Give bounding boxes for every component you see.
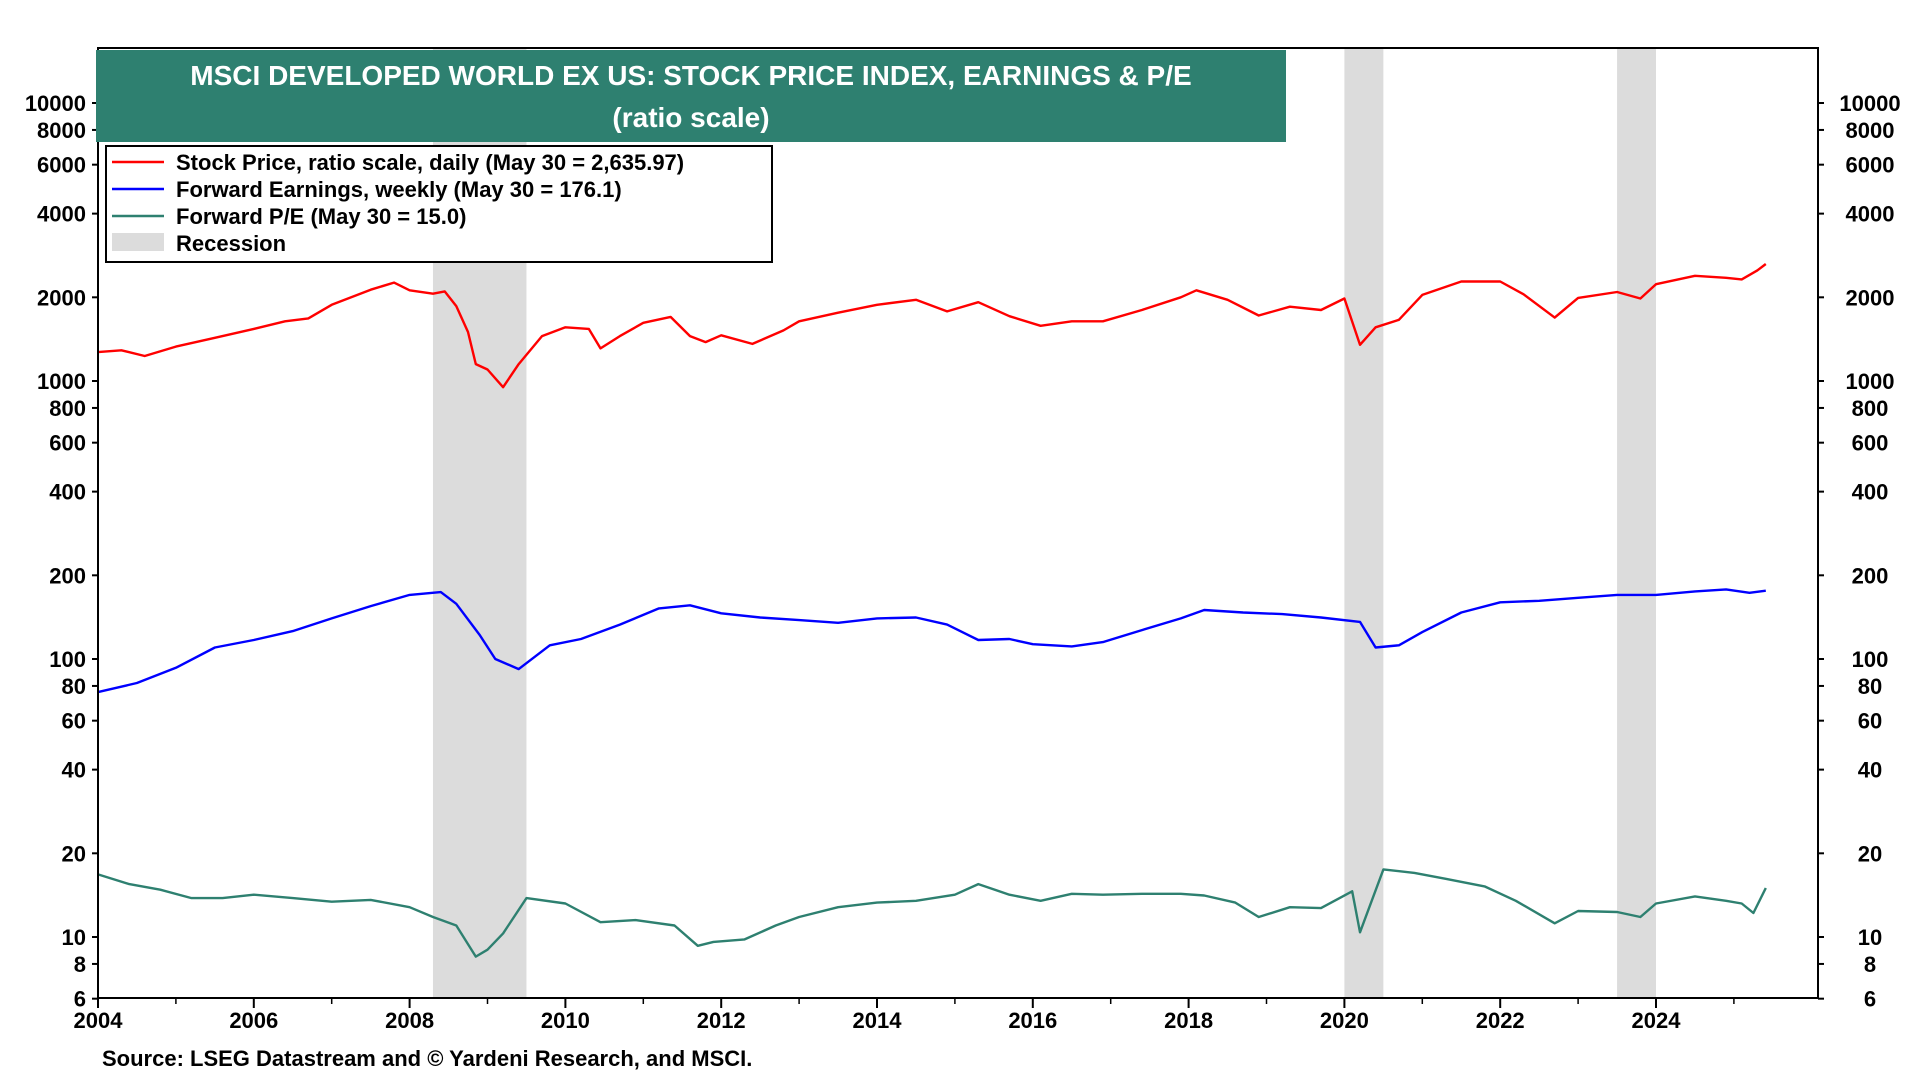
y-tick-label-left-9: 200 bbox=[49, 563, 86, 588]
y-tick-label-left-6: 800 bbox=[49, 396, 86, 421]
y-tick-label-right-15: 10 bbox=[1858, 925, 1882, 950]
y-tick-label-right-11: 80 bbox=[1858, 674, 1882, 699]
series-line-0 bbox=[97, 263, 1767, 389]
y-tick-label-left-4: 2000 bbox=[37, 285, 86, 310]
y-tick-label-left-10: 100 bbox=[49, 647, 86, 672]
y-tick-label-right-17: 6 bbox=[1864, 987, 1876, 1012]
y-tick-label-left-11: 80 bbox=[62, 674, 86, 699]
y-tick-label-left-12: 60 bbox=[62, 709, 86, 734]
legend-swatch-recession bbox=[112, 233, 164, 251]
y-tick-label-left-2: 6000 bbox=[37, 153, 86, 178]
y-tick-label-left-7: 600 bbox=[49, 431, 86, 456]
y-tick-label-right-13: 40 bbox=[1858, 758, 1882, 783]
recession-band-1 bbox=[1344, 48, 1384, 998]
legend-label-stock-price: Stock Price, ratio scale, daily (May 30 … bbox=[176, 150, 684, 175]
y-tick-label-right-1: 8000 bbox=[1846, 118, 1895, 143]
x-tick-label-10: 2024 bbox=[1632, 1008, 1682, 1033]
y-tick-label-right-8: 400 bbox=[1852, 480, 1889, 505]
legend-label-forward-pe: Forward P/E (May 30 = 15.0) bbox=[176, 204, 466, 229]
series-line-1 bbox=[97, 588, 1766, 694]
y-tick-label-left-15: 10 bbox=[62, 925, 86, 950]
x-tick-label-5: 2014 bbox=[853, 1008, 903, 1033]
y-tick-label-right-6: 800 bbox=[1852, 396, 1889, 421]
x-tick-label-1: 2006 bbox=[229, 1008, 278, 1033]
legend-label-forward-earnings: Forward Earnings, weekly (May 30 = 176.1… bbox=[176, 177, 622, 202]
y-tick-label-right-0: 10000 bbox=[1839, 91, 1900, 116]
y-tick-label-right-9: 200 bbox=[1852, 563, 1889, 588]
y-tick-label-right-12: 60 bbox=[1858, 709, 1882, 734]
x-tick-label-4: 2012 bbox=[697, 1008, 746, 1033]
x-tick-label-9: 2022 bbox=[1476, 1008, 1525, 1033]
x-tick-label-8: 2020 bbox=[1320, 1008, 1369, 1033]
y-tick-label-right-2: 6000 bbox=[1846, 153, 1895, 178]
source-note: Source: LSEG Datastream and © Yardeni Re… bbox=[102, 1046, 752, 1071]
y-tick-label-right-10: 100 bbox=[1852, 647, 1889, 672]
y-tick-label-left-14: 20 bbox=[62, 841, 86, 866]
y-tick-label-right-5: 1000 bbox=[1846, 369, 1895, 394]
series-lines bbox=[97, 263, 1767, 958]
chart-subtitle: (ratio scale) bbox=[612, 102, 769, 133]
legend-label-recession: Recession bbox=[176, 231, 286, 256]
y-tick-label-left-17: 6 bbox=[74, 987, 86, 1012]
title-box: MSCI DEVELOPED WORLD EX US: STOCK PRICE … bbox=[96, 50, 1286, 142]
x-tick-label-2: 2008 bbox=[385, 1008, 434, 1033]
legend: Stock Price, ratio scale, daily (May 30 … bbox=[105, 145, 773, 263]
y-tick-label-right-4: 2000 bbox=[1846, 285, 1895, 310]
x-tick-label-0: 2004 bbox=[74, 1008, 124, 1033]
y-tick-label-left-1: 8000 bbox=[37, 118, 86, 143]
axis-ticks: 2004 2006 2008 2010 2012 2014 2016 2018 2020 2022… bbox=[25, 91, 1901, 1033]
y-tick-label-left-3: 4000 bbox=[37, 202, 86, 227]
y-tick-label-left-5: 1000 bbox=[37, 369, 86, 394]
y-tick-label-left-8: 400 bbox=[49, 480, 86, 505]
y-tick-label-right-7: 600 bbox=[1852, 431, 1889, 456]
chart-title: MSCI DEVELOPED WORLD EX US: STOCK PRICE … bbox=[190, 60, 1191, 91]
y-tick-label-right-14: 20 bbox=[1858, 841, 1882, 866]
y-tick-label-right-3: 4000 bbox=[1846, 202, 1895, 227]
y-tick-label-left-16: 8 bbox=[74, 952, 86, 977]
recession-band-2 bbox=[1617, 48, 1656, 998]
y-tick-label-left-13: 40 bbox=[62, 758, 86, 783]
x-tick-label-3: 2010 bbox=[541, 1008, 590, 1033]
x-tick-label-6: 2016 bbox=[1008, 1008, 1057, 1033]
y-tick-label-left-0: 10000 bbox=[25, 91, 86, 116]
y-tick-label-right-16: 8 bbox=[1864, 952, 1876, 977]
plot-frame bbox=[97, 47, 1819, 999]
series-line-2 bbox=[97, 868, 1767, 958]
x-tick-label-7: 2018 bbox=[1164, 1008, 1213, 1033]
